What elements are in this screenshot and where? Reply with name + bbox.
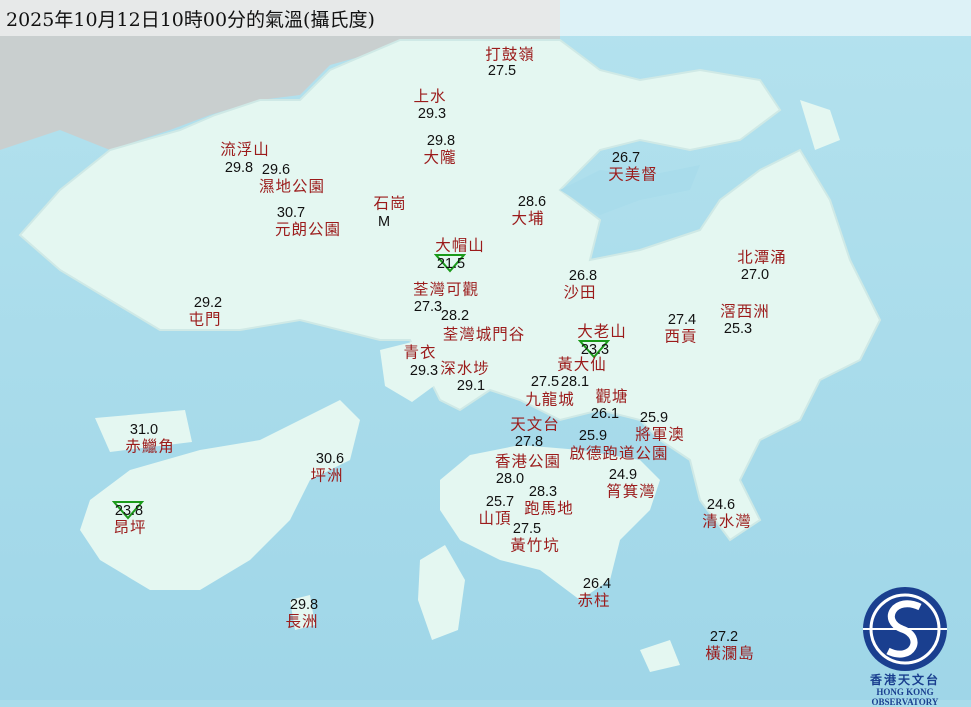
station-temperature: 29.2 — [193, 294, 223, 311]
station-name: 天文台 — [510, 415, 560, 434]
station-temperature: 27.5 — [530, 373, 560, 390]
station-name: 赤鱲角 — [125, 437, 175, 456]
station-name: 赤柱 — [577, 591, 611, 610]
station-name: 觀塘 — [595, 387, 629, 406]
station-temperature: 24.9 — [608, 466, 638, 483]
station-name: 荃灣城門谷 — [442, 325, 526, 344]
station-temperature: 26.4 — [582, 575, 612, 592]
station-temperature: 23.3 — [580, 341, 610, 358]
station-temperature: 25.9 — [578, 427, 608, 444]
station-name: 黃大仙 — [557, 355, 607, 374]
station-name: 昂坪 — [113, 518, 147, 537]
station-name: 筲箕灣 — [606, 482, 656, 501]
station-name: 長洲 — [285, 612, 319, 631]
station-name: 大老山 — [577, 322, 627, 341]
station-temperature: 30.6 — [315, 450, 345, 467]
station-name: 青衣 — [403, 343, 437, 362]
station-temperature: 24.6 — [706, 496, 736, 513]
station-temperature: 29.6 — [261, 161, 291, 178]
station-temperature: 25.3 — [723, 320, 753, 337]
map-title: 2025年10月12日10時00分的氣溫(攝氏度) — [6, 9, 375, 31]
station-temperature: 27.2 — [709, 628, 739, 645]
station-temperature: 28.0 — [495, 470, 525, 487]
hko-logo: 香港天文台 HONG KONG OBSERVATORY — [850, 585, 970, 707]
station-name: 石崗 — [373, 194, 407, 213]
station-temperature: 28.3 — [528, 483, 558, 500]
station-temperature: 28.2 — [440, 307, 470, 324]
station-temperature: 23.8 — [114, 502, 144, 519]
land-cheung-chau — [290, 595, 315, 630]
station-name: 屯門 — [188, 310, 222, 329]
station-temperature: 26.8 — [568, 267, 598, 284]
hko-emblem-icon — [863, 587, 947, 671]
station-name: 元朗公園 — [274, 220, 342, 239]
station-name: 北潭涌 — [737, 248, 787, 267]
station-temperature: 25.9 — [639, 409, 669, 426]
land-waglan — [640, 640, 680, 672]
station-temperature: M — [377, 213, 391, 230]
station-temperature: 27.3 — [413, 298, 443, 315]
station-name: 啟德跑道公園 — [569, 444, 669, 463]
station-temperature: 27.4 — [667, 311, 697, 328]
station-name: 將軍澳 — [635, 425, 685, 444]
station-name: 橫瀾島 — [705, 644, 755, 663]
station-name: 沙田 — [563, 283, 597, 302]
station-temperature: 27.5 — [512, 520, 542, 537]
station-temperature: 29.8 — [289, 596, 319, 613]
logo-name-en: HONG KONG OBSERVATORY — [871, 687, 939, 707]
station-name: 打鼓嶺 — [485, 45, 535, 64]
station-name: 山頂 — [478, 509, 512, 528]
station-temperature: 26.7 — [611, 149, 641, 166]
station-name: 荃灣可觀 — [412, 280, 480, 299]
station-name: 上水 — [413, 87, 447, 106]
title-bar: 2025年10月12日10時00分的氣溫(攝氏度) — [0, 0, 971, 36]
station-name: 九龍城 — [525, 390, 575, 409]
station-temperature: 30.7 — [276, 204, 306, 221]
station-temperature: 29.8 — [224, 159, 254, 176]
station-name: 深水埗 — [440, 359, 490, 378]
station-temperature: 29.8 — [426, 132, 456, 149]
station-name: 黃竹坑 — [510, 536, 560, 555]
station-temperature: 29.3 — [409, 362, 439, 379]
shenzhen-aerial — [0, 0, 560, 150]
station-temperature: 25.7 — [485, 493, 515, 510]
land-hong-kong-island — [440, 445, 660, 600]
station-name: 大帽山 — [435, 236, 485, 255]
land-lantau — [80, 400, 360, 590]
land-sai-kung-islands — [800, 100, 840, 150]
station-name: 清水灣 — [702, 512, 752, 531]
land-tsing-yi — [380, 340, 442, 402]
station-name: 滘西洲 — [720, 302, 770, 321]
station-temperature: 29.1 — [456, 377, 486, 394]
station-name: 香港公園 — [494, 452, 562, 471]
land-chek-lap-kok — [95, 410, 192, 452]
station-temperature: 29.3 — [417, 105, 447, 122]
station-temperature: 31.0 — [129, 421, 159, 438]
station-name: 大埔 — [511, 209, 545, 228]
station-temperature: 28.6 — [517, 193, 547, 210]
tolo-harbour — [560, 165, 700, 215]
station-name: 流浮山 — [220, 140, 270, 159]
station-name: 天美督 — [608, 165, 658, 184]
station-name: 大隴 — [423, 148, 457, 167]
station-temperature: 27.0 — [740, 266, 770, 283]
station-temperature: 26.1 — [590, 405, 620, 422]
station-temperature: 28.1 — [560, 373, 590, 390]
logo-name-cn: 香港天文台 — [869, 673, 940, 687]
station-name: 坪洲 — [310, 466, 344, 485]
station-name: 跑馬地 — [524, 499, 574, 518]
station-name: 西貢 — [664, 327, 698, 346]
station-temperature: 27.8 — [514, 433, 544, 450]
station-temperature: 27.5 — [487, 62, 517, 79]
station-name: 濕地公園 — [258, 177, 326, 196]
land-lamma — [418, 545, 465, 640]
station-temperature: 21.5 — [436, 255, 466, 272]
